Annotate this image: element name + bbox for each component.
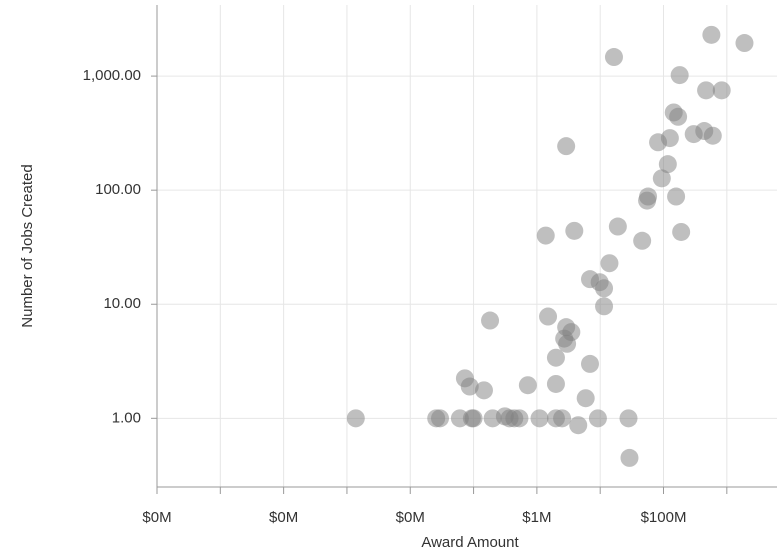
- point: [619, 409, 638, 428]
- point: [595, 297, 614, 316]
- point: [546, 374, 565, 393]
- y-tick-label: 10.00: [103, 295, 141, 312]
- point: [669, 107, 688, 126]
- point: [670, 66, 689, 85]
- point: [697, 81, 716, 100]
- point: [460, 377, 479, 396]
- point: [576, 389, 595, 408]
- point: [474, 381, 493, 400]
- x-tick-label: $0M: [269, 509, 298, 526]
- point: [580, 354, 599, 373]
- x-tick-label: $100M: [641, 509, 687, 526]
- point: [562, 323, 581, 342]
- x-tick-label: $0M: [396, 509, 425, 526]
- point: [557, 137, 576, 156]
- point: [608, 217, 627, 236]
- point: [672, 222, 691, 241]
- point: [346, 409, 365, 428]
- point: [667, 187, 686, 206]
- point: [510, 409, 529, 428]
- point: [539, 307, 558, 326]
- point: [530, 409, 549, 428]
- point: [464, 409, 483, 428]
- y-tick-label: 1.00: [112, 409, 141, 426]
- point: [588, 409, 607, 428]
- point: [518, 376, 537, 395]
- point: [639, 187, 658, 206]
- point: [553, 409, 572, 428]
- x-tick-label: $1M: [522, 509, 551, 526]
- point: [481, 311, 500, 330]
- point: [703, 126, 722, 145]
- point: [735, 34, 754, 53]
- y-tick-label: 1,000.00: [83, 67, 141, 84]
- point: [660, 129, 679, 148]
- point: [600, 254, 619, 273]
- point: [595, 279, 614, 298]
- point: [546, 348, 565, 367]
- x-axis-label: Award Amount: [421, 534, 519, 551]
- point: [633, 231, 652, 250]
- point: [569, 416, 588, 435]
- point: [604, 48, 623, 67]
- point: [620, 448, 639, 467]
- point: [658, 155, 677, 174]
- y-axis-label: Number of Jobs Created: [19, 164, 36, 327]
- x-tick-label: $0M: [142, 509, 171, 526]
- point: [431, 409, 450, 428]
- point: [536, 226, 555, 245]
- point: [712, 81, 731, 100]
- point: [652, 169, 671, 188]
- y-tick-label: 100.00: [95, 181, 141, 198]
- point: [702, 25, 721, 44]
- point: [565, 221, 584, 240]
